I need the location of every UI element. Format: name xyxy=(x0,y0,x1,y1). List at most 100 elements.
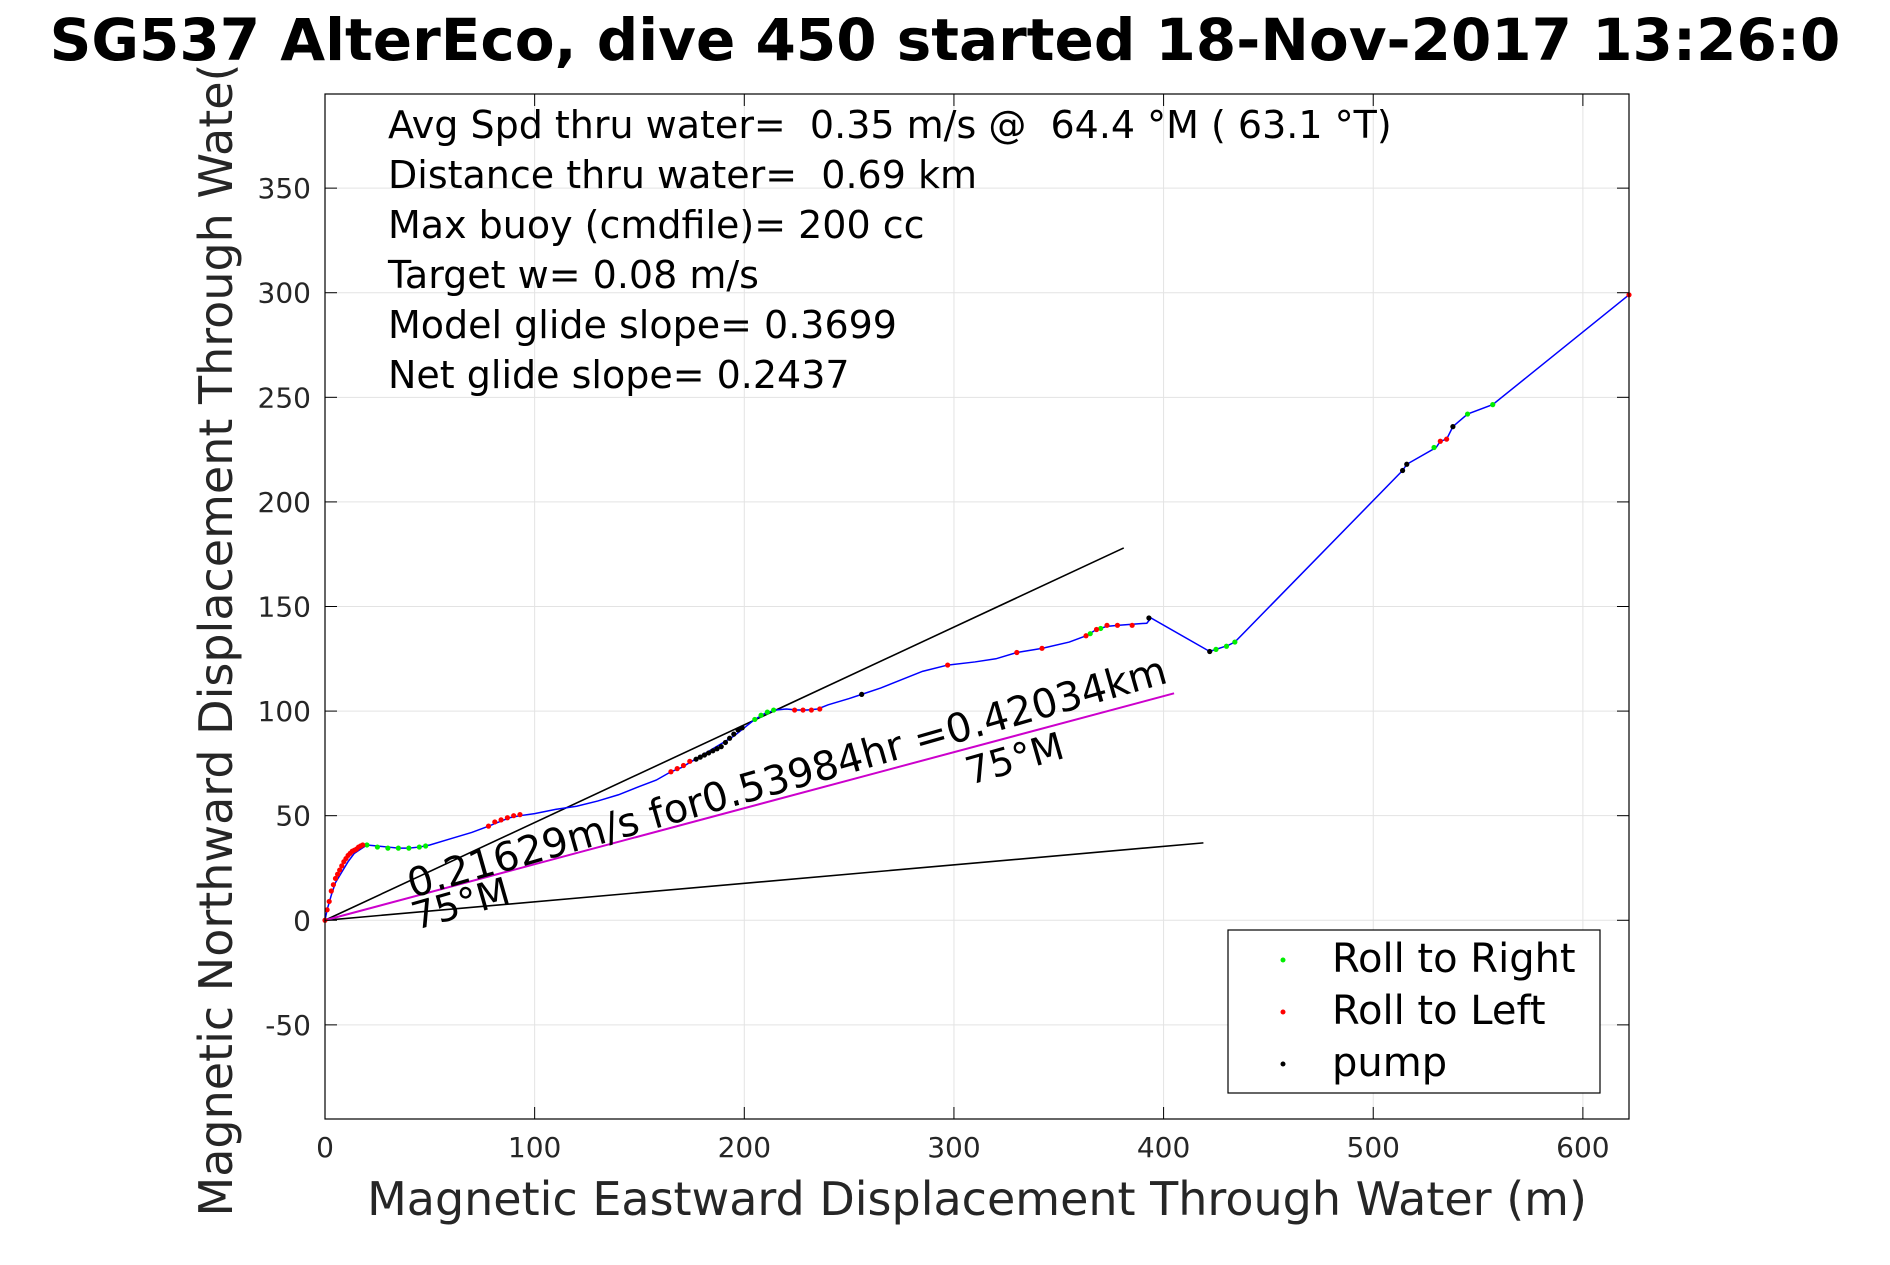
roll-right-point xyxy=(406,845,412,851)
legend-box xyxy=(1227,929,1601,1094)
roll-right-point xyxy=(395,845,401,851)
roll-left-point xyxy=(1437,438,1443,444)
roll-right-point xyxy=(758,712,764,718)
roll-right-point xyxy=(416,844,422,850)
y-tick-label: 150 xyxy=(258,591,311,624)
y-tick-label: 100 xyxy=(258,695,311,728)
roll-left-point xyxy=(1444,436,1450,442)
roll-right-point xyxy=(364,842,370,848)
roll-left-point xyxy=(339,863,345,869)
roll-left-point xyxy=(1093,626,1100,633)
glide-lines xyxy=(324,547,1204,922)
y-tick-label: 50 xyxy=(275,800,311,833)
pump-point xyxy=(1450,424,1456,430)
pump-point xyxy=(731,731,737,737)
roll-right-point xyxy=(764,709,770,715)
glide-slope-line xyxy=(324,842,1204,922)
y-tick-label: 250 xyxy=(258,381,311,414)
roll-right-point xyxy=(1213,646,1219,652)
roll-left-point xyxy=(800,707,806,713)
pump-point xyxy=(1207,648,1213,655)
annotation-avg-speed: Avg Spd thru water= 0.35 m/s @ 64.4 °M (… xyxy=(388,103,1392,147)
roll-left-point xyxy=(687,758,693,764)
x-tick-label: 500 xyxy=(1347,1131,1400,1164)
pump-point xyxy=(701,752,708,758)
roll-left-point xyxy=(1039,645,1045,651)
roll-left-point xyxy=(1104,622,1110,628)
roll-left-point xyxy=(808,707,814,713)
legend-marker-roll-right xyxy=(1280,957,1286,963)
roll-left-point xyxy=(504,815,510,821)
roll-left-point xyxy=(326,898,332,905)
y-tick-label: 300 xyxy=(258,277,311,310)
roll-right-point xyxy=(1232,639,1238,645)
roll-right-point xyxy=(1087,631,1093,637)
roll-right-point xyxy=(423,843,429,849)
roll-right-point xyxy=(1098,625,1104,632)
roll-left-point xyxy=(360,842,366,848)
pump-point xyxy=(706,750,712,756)
pump-point xyxy=(722,739,729,746)
roll-left-point xyxy=(792,707,798,713)
pump-point xyxy=(1399,467,1406,474)
roll-left-point xyxy=(517,812,523,818)
legend-marker-pump xyxy=(1280,1061,1286,1067)
roll-left-point xyxy=(817,706,823,712)
roll-left-point xyxy=(511,813,517,819)
current-line xyxy=(324,692,1175,922)
roll-right-point xyxy=(1431,444,1437,451)
roll-right-point xyxy=(385,845,391,851)
roll-left-point xyxy=(485,823,492,829)
roll-right-point xyxy=(771,707,777,713)
roll-left-point xyxy=(674,766,680,772)
roll-left-point xyxy=(334,871,341,877)
roll-right-point xyxy=(1490,402,1496,408)
legend-label-roll-left: Roll to Left xyxy=(1332,988,1546,1034)
annotation-distance: Distance thru water= 0.69 km xyxy=(388,153,977,197)
legend-label-pump: pump xyxy=(1332,1040,1447,1086)
pump-point xyxy=(1146,615,1152,621)
roll-left-point xyxy=(337,867,343,873)
x-axis-label: Magnetic Eastward Displacement Through W… xyxy=(367,1172,1587,1226)
roll-left-point xyxy=(1014,649,1020,656)
pump-point xyxy=(697,754,703,760)
x-tick-label: 200 xyxy=(718,1131,771,1164)
pump-point xyxy=(693,756,699,762)
glide-slope-line xyxy=(324,547,1125,922)
roll-left-point xyxy=(492,819,498,825)
roll-left-point xyxy=(1129,622,1135,628)
pump-point xyxy=(735,727,741,733)
roll-left-point xyxy=(680,762,687,769)
pump-point xyxy=(727,735,733,741)
grid xyxy=(324,94,1629,1119)
legend: Roll to Right Roll to Left pump xyxy=(1227,929,1601,1094)
roll-left-point xyxy=(328,888,334,894)
annotation-target-w: Target w= 0.08 m/s xyxy=(387,253,759,297)
track-line xyxy=(324,294,1630,921)
pump-point xyxy=(714,746,720,752)
roll-right-point xyxy=(374,844,381,850)
x-tick-label: 100 xyxy=(508,1131,561,1164)
legend-marker-roll-left xyxy=(1280,1009,1286,1015)
roll-left-point xyxy=(1083,633,1089,639)
pump-point xyxy=(710,748,716,754)
annotation-net-glide: Net glide slope= 0.2437 xyxy=(388,353,850,397)
annotation-block: Avg Spd thru water= 0.35 m/s @ 64.4 °M (… xyxy=(387,103,1392,397)
chart-title: SG537 AlterEco, dive 450 started 18-Nov-… xyxy=(50,6,1841,74)
roll-right-point xyxy=(1223,643,1230,649)
annotation-model-glide: Model glide slope= 0.3699 xyxy=(388,303,897,347)
roll-left-point xyxy=(668,769,674,775)
y-axis-label: Magnetic Northward Displacement Through … xyxy=(189,64,243,1217)
roll-right-point xyxy=(752,716,758,723)
pump-point xyxy=(1404,461,1410,467)
pump-point xyxy=(718,744,724,750)
x-tick-label: 300 xyxy=(927,1131,980,1164)
roll-left-point xyxy=(498,817,504,823)
roll-right-point xyxy=(1464,411,1471,417)
x-tick-label: 0 xyxy=(316,1131,334,1164)
roll-left-point xyxy=(945,662,951,668)
x-tick-label: 600 xyxy=(1556,1131,1609,1164)
y-tick-label: 0 xyxy=(293,904,311,937)
